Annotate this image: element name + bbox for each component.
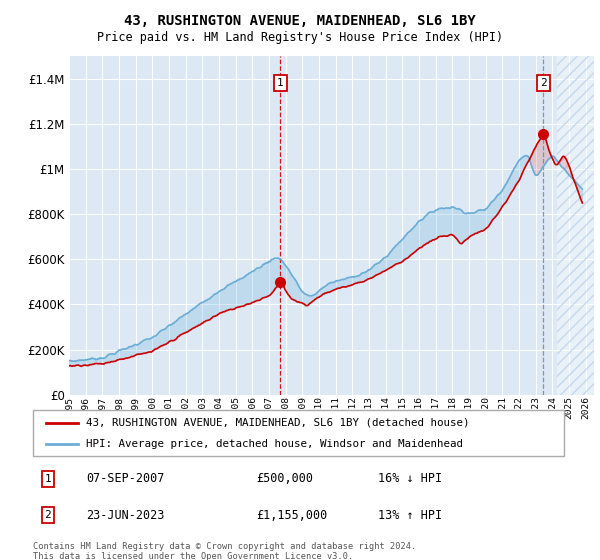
Text: 23-JUN-2023: 23-JUN-2023	[86, 508, 164, 521]
Bar	[557, 56, 594, 395]
Text: HPI: Average price, detached house, Windsor and Maidenhead: HPI: Average price, detached house, Wind…	[86, 439, 463, 449]
Text: 43, RUSHINGTON AVENUE, MAIDENHEAD, SL6 1BY (detached house): 43, RUSHINGTON AVENUE, MAIDENHEAD, SL6 1…	[86, 418, 470, 428]
Text: 1: 1	[277, 78, 284, 88]
Bar	[557, 56, 594, 395]
Text: £500,000: £500,000	[256, 473, 313, 486]
Text: 16% ↓ HPI: 16% ↓ HPI	[378, 473, 442, 486]
Text: Contains HM Land Registry data © Crown copyright and database right 2024.
This d: Contains HM Land Registry data © Crown c…	[33, 542, 416, 560]
Text: 2: 2	[44, 510, 51, 520]
Text: £1,155,000: £1,155,000	[256, 508, 327, 521]
Text: 2: 2	[540, 78, 547, 88]
Text: 07-SEP-2007: 07-SEP-2007	[86, 473, 164, 486]
Text: 13% ↑ HPI: 13% ↑ HPI	[378, 508, 442, 521]
Text: 1: 1	[44, 474, 51, 484]
Text: Price paid vs. HM Land Registry's House Price Index (HPI): Price paid vs. HM Land Registry's House …	[97, 31, 503, 44]
Bar	[557, 56, 594, 395]
Text: 43, RUSHINGTON AVENUE, MAIDENHEAD, SL6 1BY: 43, RUSHINGTON AVENUE, MAIDENHEAD, SL6 1…	[124, 14, 476, 28]
